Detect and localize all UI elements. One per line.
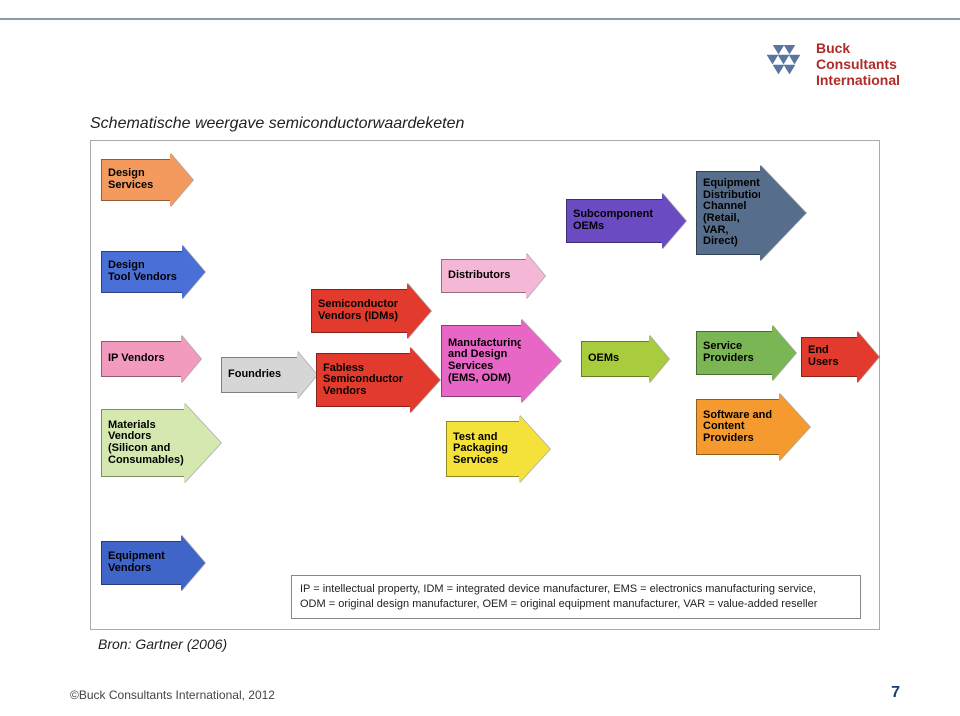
arrow-design-tool-vendors: Design Tool Vendors (101, 251, 205, 293)
arrow-head-icon (182, 245, 205, 299)
arrow-equipment-vendors: Equipment Vendors (101, 541, 205, 585)
arrow-design-services: Design Services (101, 159, 193, 201)
brand-line-3: International (816, 72, 900, 88)
arrow-label: Manufacturing and Design Services (EMS, … (441, 325, 521, 397)
arrow-label: Distributors (441, 259, 526, 293)
arrow-head-icon (184, 403, 221, 483)
arrow-head-icon (410, 347, 440, 413)
diagram-caption: Schematische weergave semiconductorwaard… (90, 115, 464, 133)
arrow-software-content-providers: Software and Content Providers (696, 399, 810, 455)
arrow-label: IP Vendors (101, 341, 181, 377)
arrow-fabless-semiconductor-vendors: Fabless Semiconductor Vendors (316, 353, 440, 407)
arrow-end-users: End Users (801, 337, 879, 377)
logo: Buck Consultants International (762, 40, 900, 88)
logo-mark-icon (762, 45, 806, 83)
arrow-head-icon (181, 535, 205, 591)
arrow-head-icon (649, 335, 669, 383)
arrow-oems: OEMs (581, 341, 669, 377)
arrow-service-providers: Service Providers (696, 331, 796, 375)
arrow-label: Service Providers (696, 331, 772, 375)
arrow-label: Equipment Vendors (101, 541, 181, 585)
header-rule (0, 18, 960, 20)
arrow-label: Subcomponent OEMs (566, 199, 662, 243)
arrow-label: OEMs (581, 341, 649, 377)
legend-box: IP = intellectual property, IDM = integr… (291, 575, 861, 619)
arrow-manufacturing-design-services: Manufacturing and Design Services (EMS, … (441, 325, 561, 397)
arrow-head-icon (170, 153, 193, 207)
brand-line-1: Buck (816, 40, 900, 56)
arrow-head-icon (297, 351, 317, 399)
arrow-label: End Users (801, 337, 857, 377)
logo-text: Buck Consultants International (816, 40, 900, 88)
arrow-equipment-distribution-channel: Equipment Distribution Channel (Retail, … (696, 171, 806, 255)
arrow-semiconductor-vendors-idms: Semiconductor Vendors (IDMs) (311, 289, 431, 333)
arrow-head-icon (857, 331, 879, 383)
arrow-label: Foundries (221, 357, 297, 393)
arrow-label: Equipment Distribution Channel (Retail, … (696, 171, 760, 255)
arrow-materials-vendors: Materials Vendors (Silicon and Consumabl… (101, 409, 221, 477)
source-line: Bron: Gartner (2006) (98, 636, 227, 652)
arrow-test-packaging-services: Test and Packaging Services (446, 421, 550, 477)
arrow-head-icon (521, 319, 561, 403)
arrow-head-icon (407, 283, 431, 339)
arrow-head-icon (519, 415, 550, 483)
arrow-label: Semiconductor Vendors (IDMs) (311, 289, 407, 333)
arrow-subcomponent-oems: Subcomponent OEMs (566, 199, 686, 243)
arrow-label: Fabless Semiconductor Vendors (316, 353, 410, 407)
arrow-label: Test and Packaging Services (446, 421, 519, 477)
arrow-foundries: Foundries (221, 357, 317, 393)
page-number: 7 (891, 684, 900, 702)
brand-line-2: Consultants (816, 56, 900, 72)
arrow-head-icon (760, 165, 806, 261)
arrow-label: Materials Vendors (Silicon and Consumabl… (101, 409, 184, 477)
arrow-ip-vendors: IP Vendors (101, 341, 201, 377)
arrow-head-icon (526, 253, 545, 299)
copyright: ©Buck Consultants International, 2012 (70, 688, 275, 702)
arrow-head-icon (779, 393, 810, 461)
arrow-distributors: Distributors (441, 259, 545, 293)
arrow-head-icon (662, 193, 686, 249)
arrow-label: Software and Content Providers (696, 399, 779, 455)
arrow-head-icon (772, 325, 796, 381)
arrow-label: Design Services (101, 159, 170, 201)
diagram-frame: Design Services Design Tool Vendors IP Ven… (90, 140, 880, 630)
arrow-label: Design Tool Vendors (101, 251, 182, 293)
arrow-head-icon (181, 335, 201, 383)
